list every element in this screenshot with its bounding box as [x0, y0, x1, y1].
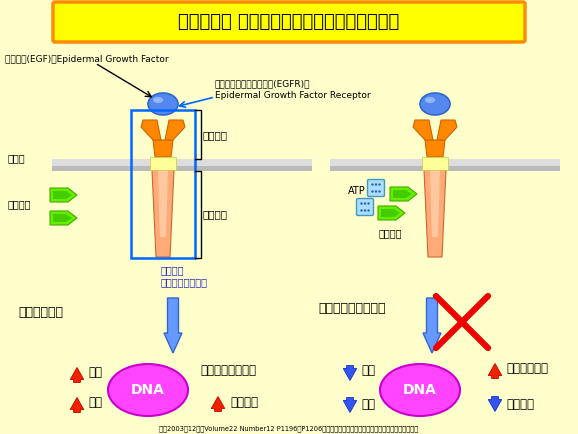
Polygon shape	[153, 140, 173, 157]
Polygon shape	[150, 157, 176, 170]
Circle shape	[375, 183, 377, 186]
Text: 呼吸2003年12月　Volume22 Number12 P1196～P1206　新免疫療法とイレッサ併用効果と成績　八木田旭邦: 呼吸2003年12月 Volume22 Number12 P1196～P1206…	[160, 426, 418, 432]
Polygon shape	[158, 170, 168, 237]
Polygon shape	[413, 120, 433, 140]
Ellipse shape	[425, 97, 435, 103]
Polygon shape	[152, 170, 174, 257]
Polygon shape	[423, 298, 441, 353]
Ellipse shape	[153, 97, 163, 103]
Polygon shape	[422, 157, 448, 170]
Text: 膜内部分: 膜内部分	[203, 209, 228, 219]
Polygon shape	[343, 398, 357, 412]
Text: Epidermal Growth Factor Receptor: Epidermal Growth Factor Receptor	[215, 92, 370, 101]
Ellipse shape	[380, 364, 460, 416]
Circle shape	[367, 209, 370, 212]
Circle shape	[367, 202, 370, 205]
Bar	[131, 110, 195, 258]
FancyBboxPatch shape	[53, 2, 525, 42]
Polygon shape	[437, 120, 457, 140]
Polygon shape	[211, 397, 225, 411]
Circle shape	[378, 183, 381, 186]
Polygon shape	[53, 191, 72, 199]
Text: イレッサの ガン細胞の増殖を阻害する仕組み: イレッサの ガン細胞の増殖を阻害する仕組み	[179, 13, 399, 31]
Text: 成長: 成長	[88, 397, 102, 410]
FancyBboxPatch shape	[357, 198, 373, 216]
Polygon shape	[141, 120, 161, 140]
Text: 細胞膜: 細胞膜	[8, 153, 25, 163]
Polygon shape	[488, 397, 502, 411]
Ellipse shape	[108, 364, 188, 416]
Polygon shape	[425, 140, 445, 157]
Text: アポトーシス: アポトーシス	[506, 362, 548, 375]
Polygon shape	[381, 209, 400, 217]
Text: 血管新生: 血管新生	[506, 398, 534, 411]
Polygon shape	[390, 187, 417, 201]
Text: シグナル伝達: シグナル伝達	[18, 306, 63, 319]
Polygon shape	[424, 170, 446, 257]
Text: 受容体型: 受容体型	[161, 265, 184, 275]
Text: イレッサ: イレッサ	[8, 199, 31, 209]
Polygon shape	[378, 206, 405, 220]
Text: 上皮細胞成長因子受容体(EGFR)：: 上皮細胞成長因子受容体(EGFR)：	[215, 79, 310, 89]
Circle shape	[371, 183, 374, 186]
Polygon shape	[71, 368, 84, 382]
Polygon shape	[50, 188, 77, 202]
Bar	[330, 166, 560, 171]
Polygon shape	[393, 190, 412, 198]
FancyBboxPatch shape	[368, 180, 384, 197]
Polygon shape	[50, 211, 77, 225]
Circle shape	[375, 190, 377, 193]
Polygon shape	[71, 398, 84, 412]
Polygon shape	[343, 365, 357, 381]
Circle shape	[360, 202, 363, 205]
Text: イレッサ: イレッサ	[378, 228, 402, 238]
Text: 増殖: 増殖	[361, 365, 375, 378]
Text: シグナル伝達の阻害: シグナル伝達の阻害	[318, 302, 386, 316]
Ellipse shape	[148, 93, 178, 115]
Circle shape	[371, 190, 374, 193]
Ellipse shape	[420, 93, 450, 115]
Text: DNA: DNA	[131, 383, 165, 397]
Text: 血管新生: 血管新生	[230, 397, 258, 410]
Text: 膜外部分: 膜外部分	[203, 130, 228, 140]
Bar	[330, 159, 560, 166]
Circle shape	[378, 190, 381, 193]
Circle shape	[364, 209, 366, 212]
Circle shape	[360, 209, 363, 212]
Polygon shape	[488, 364, 502, 378]
Polygon shape	[165, 120, 185, 140]
Polygon shape	[53, 214, 72, 222]
Text: DNA: DNA	[403, 383, 437, 397]
Circle shape	[364, 202, 366, 205]
Text: 成長: 成長	[361, 398, 375, 411]
Text: アポトーシス阻止: アポトーシス阻止	[200, 364, 256, 377]
Text: ATP: ATP	[348, 186, 366, 196]
Bar	[52, 166, 312, 171]
Polygon shape	[430, 170, 440, 237]
Polygon shape	[164, 298, 182, 353]
Text: チロシンキナーゼ: チロシンキナーゼ	[161, 277, 208, 287]
Text: 増殖: 増殖	[88, 365, 102, 378]
Bar	[52, 159, 312, 166]
Text: リガンド(EGF)：Epidermal Growth Factor: リガンド(EGF)：Epidermal Growth Factor	[5, 56, 169, 65]
